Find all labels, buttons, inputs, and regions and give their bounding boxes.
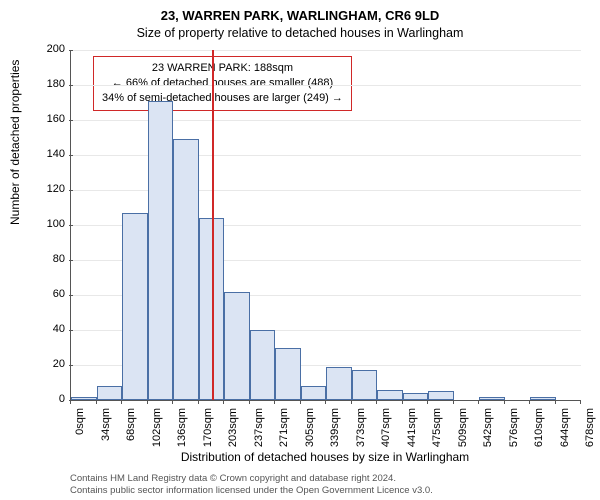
annotation-line1: 23 WARREN PARK: 188sqm	[102, 61, 343, 76]
y-tick-label: 120	[35, 183, 65, 195]
gridline	[71, 50, 581, 51]
histogram-bar	[224, 292, 250, 401]
histogram-bar	[530, 397, 556, 401]
histogram-bar	[352, 370, 378, 400]
y-tick-label: 80	[35, 253, 65, 265]
x-tick-label: 136sqm	[176, 408, 188, 458]
footer-line1: Contains HM Land Registry data © Crown c…	[70, 473, 580, 484]
x-tick-mark	[172, 400, 173, 404]
x-tick-mark	[376, 400, 377, 404]
x-tick-mark	[325, 400, 326, 404]
x-tick-label: 271sqm	[278, 408, 290, 458]
x-tick-mark	[453, 400, 454, 404]
x-axis-label: Distribution of detached houses by size …	[70, 450, 580, 464]
y-tick-label: 180	[35, 78, 65, 90]
x-tick-label: 203sqm	[227, 408, 239, 458]
y-tick-label: 200	[35, 43, 65, 55]
x-tick-label: 34sqm	[100, 408, 112, 458]
y-tick-mark	[69, 260, 73, 261]
y-tick-label: 20	[35, 358, 65, 370]
x-tick-label: 576sqm	[508, 408, 520, 458]
x-tick-mark	[504, 400, 505, 404]
chart-title-line2: Size of property relative to detached ho…	[0, 26, 600, 40]
x-tick-mark	[555, 400, 556, 404]
x-tick-mark	[402, 400, 403, 404]
y-tick-label: 0	[35, 393, 65, 405]
y-tick-label: 140	[35, 148, 65, 160]
x-tick-label: 644sqm	[559, 408, 571, 458]
histogram-bar	[199, 218, 225, 400]
x-tick-mark	[96, 400, 97, 404]
histogram-bar	[250, 330, 276, 400]
histogram-bar	[326, 367, 352, 400]
x-tick-mark	[300, 400, 301, 404]
x-tick-mark	[529, 400, 530, 404]
x-tick-label: 237sqm	[253, 408, 265, 458]
x-tick-mark	[147, 400, 148, 404]
x-tick-label: 542sqm	[482, 408, 494, 458]
y-tick-label: 60	[35, 288, 65, 300]
x-tick-label: 678sqm	[584, 408, 596, 458]
marker-line	[212, 50, 214, 400]
y-tick-mark	[69, 190, 73, 191]
histogram-bar	[275, 348, 301, 401]
x-tick-label: 0sqm	[74, 408, 86, 458]
x-tick-label: 68sqm	[125, 408, 137, 458]
x-tick-label: 509sqm	[457, 408, 469, 458]
x-tick-mark	[198, 400, 199, 404]
y-tick-mark	[69, 155, 73, 156]
histogram-bar	[148, 101, 174, 400]
y-tick-mark	[69, 225, 73, 226]
y-tick-mark	[69, 330, 73, 331]
x-tick-mark	[223, 400, 224, 404]
histogram-bar	[479, 397, 505, 401]
histogram-bar	[428, 391, 454, 400]
chart-plot-area: 23 WARREN PARK: 188sqm ← 66% of detached…	[70, 50, 581, 401]
chart-title-line1: 23, WARREN PARK, WARLINGHAM, CR6 9LD	[0, 8, 600, 23]
y-tick-label: 100	[35, 218, 65, 230]
y-tick-mark	[69, 120, 73, 121]
y-tick-label: 40	[35, 323, 65, 335]
x-tick-mark	[478, 400, 479, 404]
histogram-bar	[97, 386, 123, 400]
y-tick-mark	[69, 365, 73, 366]
x-tick-label: 610sqm	[533, 408, 545, 458]
histogram-bar	[71, 397, 97, 401]
x-tick-mark	[351, 400, 352, 404]
x-tick-label: 102sqm	[151, 408, 163, 458]
x-tick-mark	[249, 400, 250, 404]
x-tick-label: 407sqm	[380, 408, 392, 458]
x-tick-label: 170sqm	[202, 408, 214, 458]
x-tick-mark	[274, 400, 275, 404]
y-tick-mark	[69, 85, 73, 86]
y-tick-mark	[69, 295, 73, 296]
histogram-bar	[173, 139, 199, 400]
footer-line2: Contains public sector information licen…	[70, 485, 580, 496]
annotation-line3: 34% of semi-detached houses are larger (…	[102, 91, 343, 106]
y-tick-mark	[69, 50, 73, 51]
gridline	[71, 85, 581, 86]
x-tick-mark	[70, 400, 71, 404]
x-tick-label: 373sqm	[355, 408, 367, 458]
footer-attribution: Contains HM Land Registry data © Crown c…	[70, 473, 580, 496]
histogram-bar	[301, 386, 327, 400]
y-axis-label: Number of detached properties	[8, 60, 22, 225]
annotation-line2: ← 66% of detached houses are smaller (48…	[102, 76, 343, 91]
histogram-bar	[122, 213, 148, 400]
histogram-bar	[403, 393, 429, 400]
y-tick-label: 160	[35, 113, 65, 125]
annotation-box: 23 WARREN PARK: 188sqm ← 66% of detached…	[93, 56, 352, 111]
x-tick-mark	[580, 400, 581, 404]
x-tick-label: 441sqm	[406, 408, 418, 458]
x-tick-label: 475sqm	[431, 408, 443, 458]
x-tick-mark	[427, 400, 428, 404]
x-tick-label: 339sqm	[329, 408, 341, 458]
x-tick-label: 305sqm	[304, 408, 316, 458]
x-tick-mark	[121, 400, 122, 404]
histogram-bar	[377, 390, 403, 401]
